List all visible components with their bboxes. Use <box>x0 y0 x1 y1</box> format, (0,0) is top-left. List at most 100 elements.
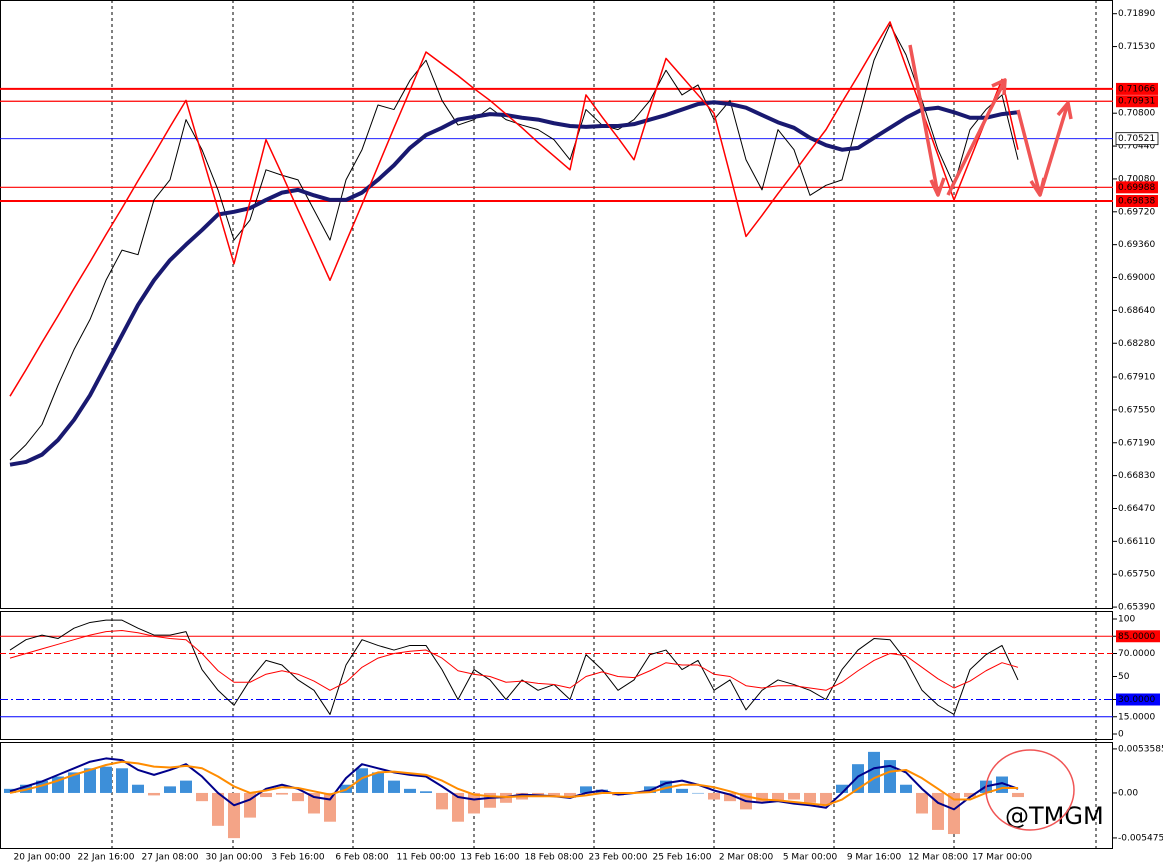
histogram-bar <box>164 786 176 793</box>
histogram-bar <box>372 772 384 793</box>
histogram-bar <box>132 784 144 793</box>
level-label-box <box>1116 195 1158 208</box>
x-tick-label: 11 Feb 00:00 <box>396 853 455 863</box>
histogram-bar <box>180 780 192 793</box>
histogram-bar <box>276 792 288 795</box>
histogram-bar <box>1012 792 1024 798</box>
x-tick-label: 5 Mar 00:00 <box>783 853 838 863</box>
y-tick-label: 0.65390 <box>1118 603 1155 613</box>
histogram-bar <box>836 784 848 793</box>
level-label: 0.69988 <box>1118 183 1155 193</box>
histogram-bar <box>84 768 96 793</box>
arrow-head <box>929 177 946 197</box>
x-tick-label: 25 Feb 16:00 <box>652 853 711 863</box>
arrow-head <box>1056 101 1073 120</box>
y-tick-label: 0.70800 <box>1118 109 1155 119</box>
y-tick-label: 30.0000 <box>1118 695 1155 705</box>
x-tick-label: 22 Jan 16:00 <box>78 853 135 863</box>
level-label-box <box>1115 132 1159 146</box>
y-tick-label: 0.67550 <box>1118 405 1155 415</box>
x-tick-label: 20 Jan 00:00 <box>14 853 71 863</box>
panel-frames <box>0 0 1113 849</box>
level-label-box <box>1116 181 1158 194</box>
histogram-bar <box>228 792 240 839</box>
y-tick-label: 0.66830 <box>1118 471 1155 481</box>
y-tick-label: 0.70080 <box>1118 174 1155 184</box>
x-tick-label: 17 Mar 00:00 <box>972 853 1032 863</box>
histogram-bar <box>196 792 208 802</box>
x-tick-label: 6 Feb 08:00 <box>335 853 389 863</box>
y-tick-label: 0.69720 <box>1118 207 1155 217</box>
level-label-box <box>1116 630 1160 643</box>
histogram-bar <box>148 792 160 796</box>
histogram-bar <box>212 792 224 826</box>
level-label-box <box>1116 693 1160 706</box>
histogram-bar <box>452 792 464 822</box>
y-tick-label: 0.67190 <box>1118 438 1155 448</box>
x-tick-label: 2 Mar 08:00 <box>719 853 774 863</box>
x-tick-label: 13 Feb 16:00 <box>460 853 519 863</box>
y-tick-label: 0 <box>1118 730 1124 740</box>
histogram-bar <box>788 792 800 800</box>
level-label: 0.70931 <box>1118 97 1155 107</box>
histogram-bar <box>548 792 560 796</box>
histogram-bar <box>804 792 816 803</box>
y-tick-label: 70.0000 <box>1118 649 1155 659</box>
histogram-bar <box>916 792 928 814</box>
series-line <box>9 21 1019 397</box>
x-tick-label: 9 Mar 16:00 <box>847 853 902 863</box>
histogram-bar <box>756 792 768 803</box>
histogram-bar <box>708 792 720 800</box>
histogram-bar <box>932 792 944 830</box>
x-tick-label: 18 Feb 08:00 <box>524 853 583 863</box>
histogram-bar <box>244 792 256 818</box>
level-label: 0.69838 <box>1118 197 1155 207</box>
x-tick-label: 12 Mar 08:00 <box>908 853 968 863</box>
histogram-bar <box>356 768 368 793</box>
trend-arrow <box>946 79 1007 196</box>
histogram-bar <box>964 792 976 798</box>
y-tick-label: 0.70440 <box>1118 142 1155 152</box>
series-line <box>9 100 1019 467</box>
series-line <box>9 619 1019 715</box>
level-label-box <box>1116 82 1158 95</box>
y-tick-label: 0.69360 <box>1118 240 1155 250</box>
histogram-bar <box>884 760 896 793</box>
histogram-bar <box>580 786 592 793</box>
y-tick-label: 0.67910 <box>1118 373 1155 383</box>
histogram-bar <box>116 768 128 793</box>
histogram-bar <box>820 792 832 806</box>
histogram-bar <box>772 792 784 802</box>
y-tick-label: 0.66110 <box>1118 537 1155 547</box>
histogram-bar <box>100 766 112 793</box>
series-line <box>9 760 1018 807</box>
y-tick-label: 100 <box>1118 615 1135 625</box>
x-tick-label: 30 Jan 00:00 <box>206 853 263 863</box>
x-tick-label: 27 Jan 08:00 <box>142 853 199 863</box>
trend-arrow <box>908 44 940 196</box>
y-tick-label: 0.65750 <box>1118 570 1155 580</box>
trend-arrow <box>1038 102 1070 196</box>
y-tick-label: 15.0000 <box>1118 712 1155 722</box>
watermark: @TMGM <box>1005 802 1104 830</box>
y-tick-label: 0.71890 <box>1118 9 1155 19</box>
histogram-bar <box>324 792 336 822</box>
histogram-bar <box>868 751 880 793</box>
histogram-bar <box>292 792 304 802</box>
histogram-bar <box>404 788 416 793</box>
highlight-circle <box>985 749 1075 831</box>
histogram-bar <box>436 792 448 810</box>
level-label: 0.70521 <box>1118 134 1155 144</box>
histogram-bar <box>420 791 432 793</box>
y-tick-label: 0.68640 <box>1118 306 1155 316</box>
x-tick-label: 3 Feb 16:00 <box>271 853 325 863</box>
series-line <box>9 630 1019 691</box>
histogram-bar <box>260 792 272 798</box>
level-label: 0.71066 <box>1118 84 1155 94</box>
histogram-bar <box>676 788 688 793</box>
histogram-bar <box>564 792 576 798</box>
y-tick-label: 0.0053585 <box>1118 744 1163 754</box>
y-tick-label: 0.71530 <box>1118 42 1155 52</box>
